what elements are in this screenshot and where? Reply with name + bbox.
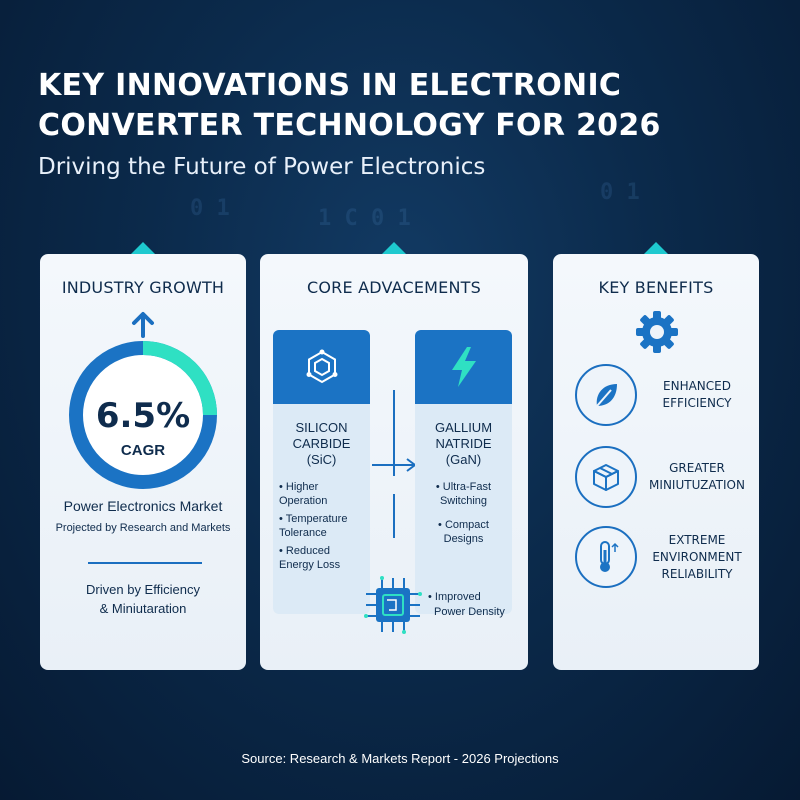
benefit-reliability-label: EXTREME ENVIRONMENT RELIABILITY <box>643 532 751 583</box>
sic-name-line-3: (SiC) <box>306 452 337 467</box>
benefit-line: ENHANCED <box>663 379 731 393</box>
industry-growth-panel: INDUSTRY GROWTH 6.5% CAGR Power Electron… <box>40 242 246 670</box>
driven-line-1: Driven by Efficiency <box>86 582 200 597</box>
growth-ring <box>69 341 217 489</box>
box-icon <box>593 464 619 491</box>
benefit-line: EFFICIENCY <box>662 396 732 410</box>
cagr-value: 6.5% <box>95 396 191 436</box>
ring-fill <box>69 341 217 489</box>
key-benefits-title: KEY BENEFITS <box>598 278 714 297</box>
projected-label: Projected by Research and Markets <box>55 522 231 534</box>
page-subtitle: Driving the Future of Power Electronics <box>38 154 486 180</box>
gan-name-line-2: NATRIDE <box>435 436 492 451</box>
driven-line-2: & Miniutaration <box>99 601 187 616</box>
gan-name: GALLIUM NATRIDE (GaN) <box>415 420 512 468</box>
benefit-line: RELIABILITY <box>661 567 733 581</box>
benefit-miniaturization-label: GREATER MINIUTUZATION <box>643 460 751 494</box>
sic-name: SILICON CARBIDE (SiC) <box>273 420 370 468</box>
source-footer: Source: Research & Markets Report - 2026… <box>241 751 559 766</box>
hexagon-molecule-icon <box>306 349 337 384</box>
benefit-efficiency-badge <box>575 364 637 426</box>
sic-card: SILICON CARBIDE (SiC) • Higher Operation… <box>273 330 370 614</box>
sic-bullets: • Higher Operation • Temperature Toleran… <box>273 480 370 572</box>
improved-line-1: • Improved <box>428 591 481 603</box>
gear-icon <box>636 311 678 353</box>
divider <box>88 562 202 564</box>
title-line-1: KEY INNOVATIONS IN ELECTRONIC <box>38 68 622 103</box>
connector-line <box>393 390 395 476</box>
up-arrow-icon <box>132 312 154 338</box>
sic-card-header <box>273 330 370 404</box>
cagr-label: CAGR <box>120 442 166 459</box>
improved-power-density: • Improved Power Density <box>428 590 505 620</box>
leaf-icon <box>596 384 617 407</box>
gan-card-header <box>415 330 512 404</box>
list-item: • Higher Operation <box>279 481 328 507</box>
gan-card: GALLIUM NATRIDE (GaN) • Ultra-Fast Switc… <box>415 330 512 614</box>
panel-notch <box>382 242 406 254</box>
sic-name-line-1: SILICON <box>295 420 348 435</box>
benefit-line: MINIUTUZATION <box>649 478 745 492</box>
thermometer-icon <box>600 541 619 572</box>
panel-notch <box>644 242 668 254</box>
core-advancements-title: CORE ADVACEMENTS <box>307 278 481 297</box>
benefit-efficiency-label: ENHANCED EFFICIENCY <box>643 378 751 412</box>
gan-name-line-3: (GaN) <box>445 452 482 467</box>
key-benefits-panel: KEY BENEFITS ENHANCED EFFICIENCY GREATER… <box>553 242 759 670</box>
industry-growth-title: INDUSTRY GROWTH <box>61 278 225 297</box>
lightning-bolt-icon <box>451 347 476 387</box>
page-title: KEY INNOVATIONS IN ELECTRONIC CONVERTER … <box>38 66 778 146</box>
panel-notch <box>131 242 155 254</box>
background-decoration: 0 1 <box>600 180 640 205</box>
background-decoration: 0 1 <box>190 196 230 221</box>
core-advancements-panel: CORE ADVACEMENTS SILICON CARBIDE (SiC) •… <box>260 242 528 670</box>
sic-name-line-2: CARBIDE <box>292 436 351 451</box>
list-item: • Reduced Energy Loss <box>279 545 341 571</box>
market-label: Power Electronics Market <box>63 498 223 514</box>
list-item: • Temperature Tolerance <box>279 513 348 539</box>
background-decoration: 1 C 0 1 <box>318 206 411 231</box>
driven-text: Driven by Efficiency & Miniutaration <box>40 580 246 618</box>
gan-bullets: • Ultra-Fast Switching • Compact Designs <box>415 480 512 546</box>
list-item: • Ultra-Fast Switching <box>435 481 492 507</box>
gan-name-line-1: GALLIUM <box>434 420 493 435</box>
microchip-icon <box>364 576 422 634</box>
arrow-right-icon <box>372 458 417 472</box>
connector-line <box>393 494 395 538</box>
improved-line-2: Power Density <box>434 606 505 618</box>
benefit-line: GREATER <box>669 461 725 475</box>
benefit-reliability-badge <box>575 526 637 588</box>
benefit-line: EXTREME <box>668 533 726 547</box>
list-item: • Compact Designs <box>438 519 489 545</box>
benefit-line: ENVIRONMENT <box>652 550 742 564</box>
benefit-miniaturization-badge <box>575 446 637 508</box>
title-line-2: CONVERTER TECHNOLOGY FOR 2026 <box>38 108 661 143</box>
